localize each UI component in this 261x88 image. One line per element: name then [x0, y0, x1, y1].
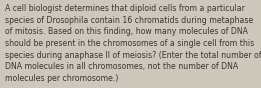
Text: A cell biologist determines that diploid cells from a particular
species of Dros: A cell biologist determines that diploid… [5, 4, 261, 83]
